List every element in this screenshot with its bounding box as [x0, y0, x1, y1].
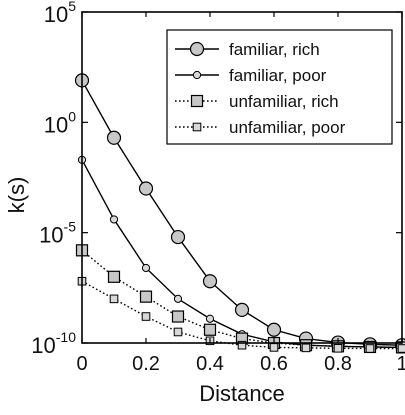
data-point: [142, 313, 150, 321]
data-point: [174, 328, 182, 336]
data-point: [110, 295, 118, 303]
x-tick-label: 0: [76, 353, 87, 375]
data-point: [206, 315, 213, 322]
data-point: [110, 216, 117, 223]
data-point: [398, 345, 405, 353]
x-axis-label: Distance: [199, 381, 285, 406]
data-point: [140, 182, 153, 195]
data-point: [141, 291, 152, 302]
data-point: [173, 311, 184, 322]
x-tick-label: 1: [396, 353, 405, 375]
data-point: [366, 345, 374, 353]
data-point: [109, 271, 120, 282]
legend-entry-label: unfamiliar, poor: [229, 118, 346, 137]
legend: familiar, rich familiar, poor unfamiliar, …: [167, 30, 392, 144]
y-tick-label: 10-5: [39, 219, 76, 248]
data-point: [334, 344, 342, 352]
series-line: [82, 160, 402, 348]
y-tick-label: 10-10: [31, 329, 76, 358]
data-point: [270, 344, 278, 352]
data-point: [236, 303, 249, 316]
data-point: [172, 231, 185, 244]
x-tick-label: 0.8: [324, 353, 352, 375]
x-tick-label: 0.2: [132, 353, 160, 375]
legend-entry-label: familiar, poor: [229, 66, 327, 85]
data-point: [174, 295, 181, 302]
legend-marker: [191, 43, 204, 56]
x-tick-label: 0.4: [196, 353, 224, 375]
data-point: [205, 324, 216, 335]
data-point: [302, 344, 310, 352]
y-axis-label: k(s): [4, 177, 29, 214]
data-point: [108, 131, 121, 144]
legend-entry-label: unfamiliar, rich: [229, 92, 339, 111]
legend-marker: [192, 96, 203, 107]
x-tick-label: 0.6: [260, 353, 288, 375]
legend-marker: [193, 71, 200, 78]
legend-marker: [193, 123, 201, 131]
data-point: [142, 264, 149, 271]
data-point: [204, 275, 217, 288]
y-tick-label: 100: [44, 108, 76, 137]
y-tick-label: 105: [44, 0, 76, 27]
legend-entry-label: familiar, rich: [229, 40, 320, 59]
data-point: [268, 323, 281, 336]
